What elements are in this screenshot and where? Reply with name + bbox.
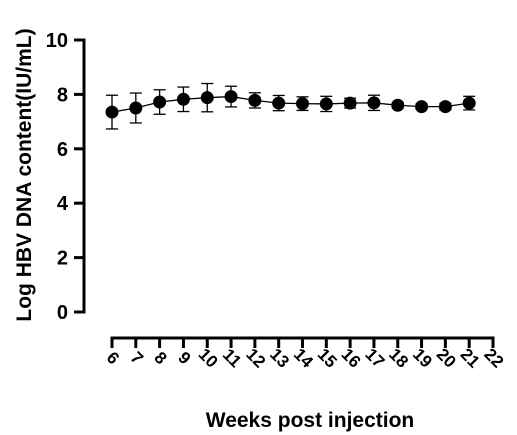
data-point [272, 96, 286, 110]
data-point [129, 101, 143, 115]
x-tick-label: 13 [266, 345, 293, 372]
data-point [415, 100, 429, 114]
x-tick-label: 9 [174, 348, 194, 368]
data-point [367, 96, 381, 110]
data-point [200, 91, 214, 105]
x-tick-label: 18 [385, 345, 412, 372]
x-tick-label: 8 [150, 348, 170, 368]
data-point [462, 96, 476, 110]
x-tick-label: 6 [103, 348, 123, 368]
x-tick-label: 7 [127, 348, 147, 368]
x-tick-label: 21 [457, 345, 484, 372]
x-tick-label: 10 [195, 345, 222, 372]
y-tick-label: 10 [46, 30, 68, 52]
y-axis: 0 2 4 6 8 10 [46, 30, 86, 324]
data-point [343, 96, 357, 110]
x-tick-label: 22 [480, 345, 507, 372]
x-tick-label: 14 [290, 345, 317, 372]
x-tick-label: 20 [433, 345, 460, 372]
series-line [111, 95, 470, 113]
x-tick-label: 16 [338, 345, 365, 372]
data-point [176, 92, 190, 106]
data-series [105, 82, 476, 130]
x-tick-label: 19 [409, 345, 436, 372]
data-point [224, 90, 238, 104]
data-point [296, 97, 309, 111]
x-tick-label: 15 [314, 345, 341, 372]
y-tick-label: 0 [57, 302, 68, 324]
x-tick-label: 17 [361, 345, 388, 372]
data-point [391, 98, 405, 112]
x-tick-label: 12 [242, 345, 269, 372]
y-axis-title: Log HBV DNA content(IU/mL) [13, 28, 36, 321]
data-point [319, 97, 333, 111]
data-point [105, 105, 119, 119]
x-tick-label: 11 [219, 345, 245, 371]
data-point [153, 95, 167, 109]
y-tick-label: 4 [57, 193, 69, 215]
y-tick-label: 6 [57, 139, 68, 161]
y-tick-label: 8 [57, 84, 68, 106]
data-point [248, 93, 262, 107]
x-axis-title: Weeks post injection [206, 409, 415, 432]
data-point [438, 100, 452, 114]
y-tick-label: 2 [57, 248, 68, 270]
